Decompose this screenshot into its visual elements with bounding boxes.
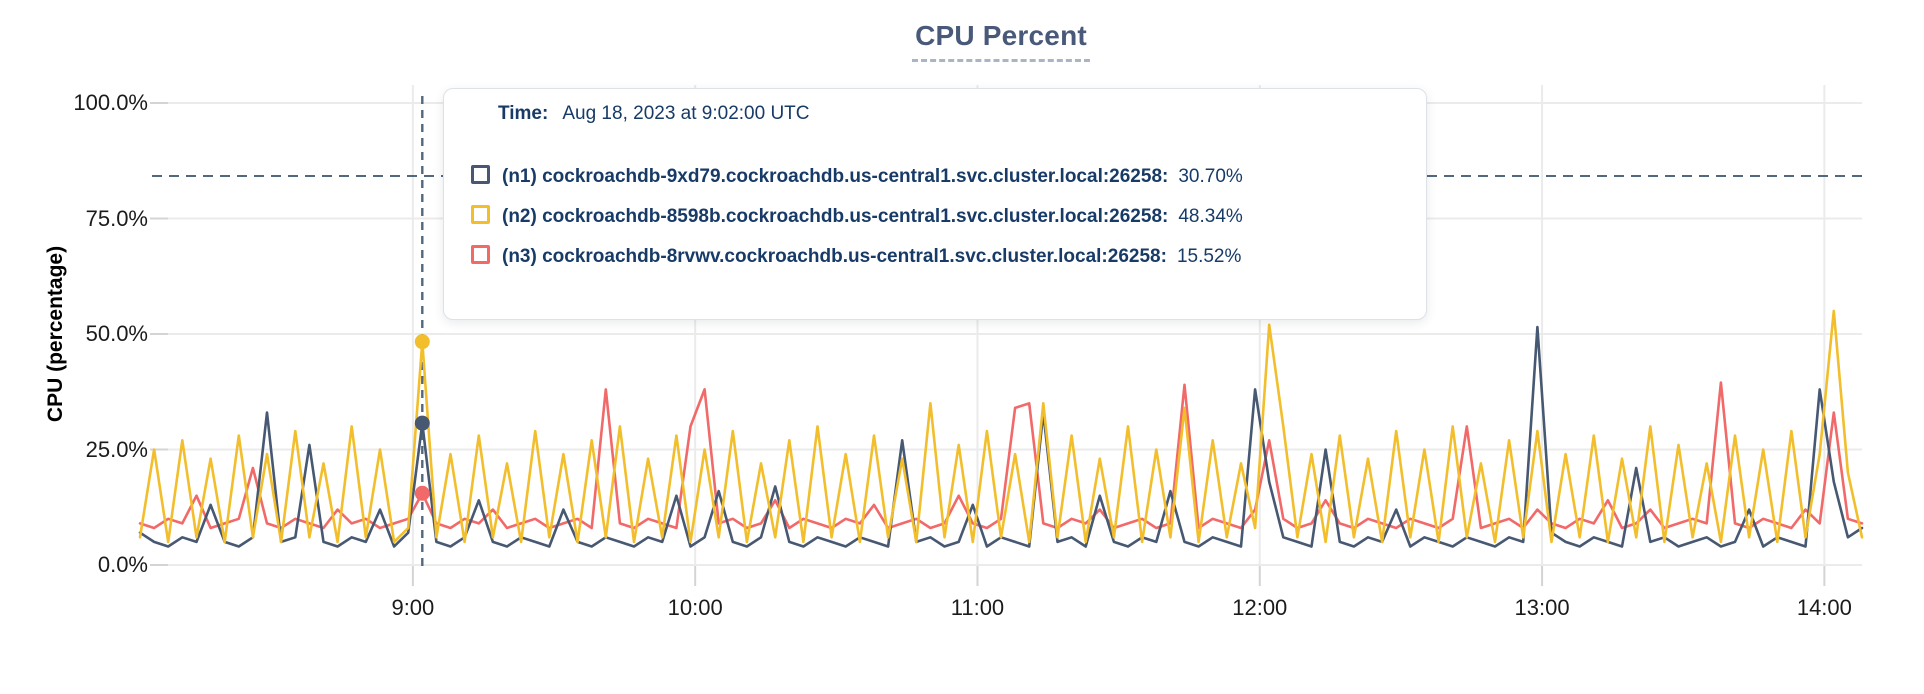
x-tick-label: 9:00 <box>391 595 435 620</box>
series-value-n2: 48.34% <box>1178 206 1243 227</box>
tooltip-series-row-n1: (n1) cockroachdb-9xd79.cockroachdb.us-ce… <box>471 163 1426 191</box>
crosshair-dot-n1 <box>414 415 430 431</box>
y-tick-label: 0.0% <box>97 552 148 577</box>
y-tick-label: 50.0% <box>85 321 148 346</box>
x-tick-label: 11:00 <box>950 595 1005 620</box>
y-tick-label: 25.0% <box>85 436 148 462</box>
tooltip-time-value: Aug 18, 2023 at 9:02:00 UTC <box>562 103 810 124</box>
x-tick-label: 12:00 <box>1232 595 1288 620</box>
series-marker-n3-icon <box>471 245 490 264</box>
series-marker-n1-icon <box>471 165 490 184</box>
chart-title-wrap: CPU Percent <box>140 20 1862 62</box>
series-line-n3 <box>138 381 1864 530</box>
tooltip-series-row-n3: (n3) cockroachdb-8rvwv.cockroachdb.us-ce… <box>471 243 1426 271</box>
series-line-n2 <box>138 309 1864 544</box>
tooltip-series-row-n2: (n2) cockroachdb-8598b.cockroachdb.us-ce… <box>471 203 1426 231</box>
tooltip-time-label: Time: <box>498 103 549 124</box>
series-label-n2: (n2) cockroachdb-8598b.cockroachdb.us-ce… <box>502 206 1169 227</box>
crosshair-dot-n2 <box>414 334 430 350</box>
series-value-n1: 30.70% <box>1178 166 1243 187</box>
chart-title: CPU Percent <box>912 20 1090 62</box>
x-tick-label: 13:00 <box>1514 595 1570 620</box>
y-tick-label: 100.0% <box>73 90 148 115</box>
crosshair-dot-n3 <box>414 485 430 501</box>
x-tick-label: 10:00 <box>667 595 723 620</box>
series-marker-n2-icon <box>471 205 490 224</box>
chart-tooltip: Time: Aug 18, 2023 at 9:02:00 UTC (n1) co… <box>443 88 1427 320</box>
tooltip-time: Time: Aug 18, 2023 at 9:02:00 UTC <box>498 97 1426 131</box>
x-tick-label: 14:00 <box>1796 595 1852 620</box>
series-label-n3: (n3) cockroachdb-8rvwv.cockroachdb.us-ce… <box>502 246 1167 267</box>
y-tick-label: 75.0% <box>85 205 148 231</box>
series-value-n3: 15.52% <box>1176 246 1242 267</box>
series-label-n1: (n1) cockroachdb-9xd79.cockroachdb.us-ce… <box>502 166 1169 187</box>
